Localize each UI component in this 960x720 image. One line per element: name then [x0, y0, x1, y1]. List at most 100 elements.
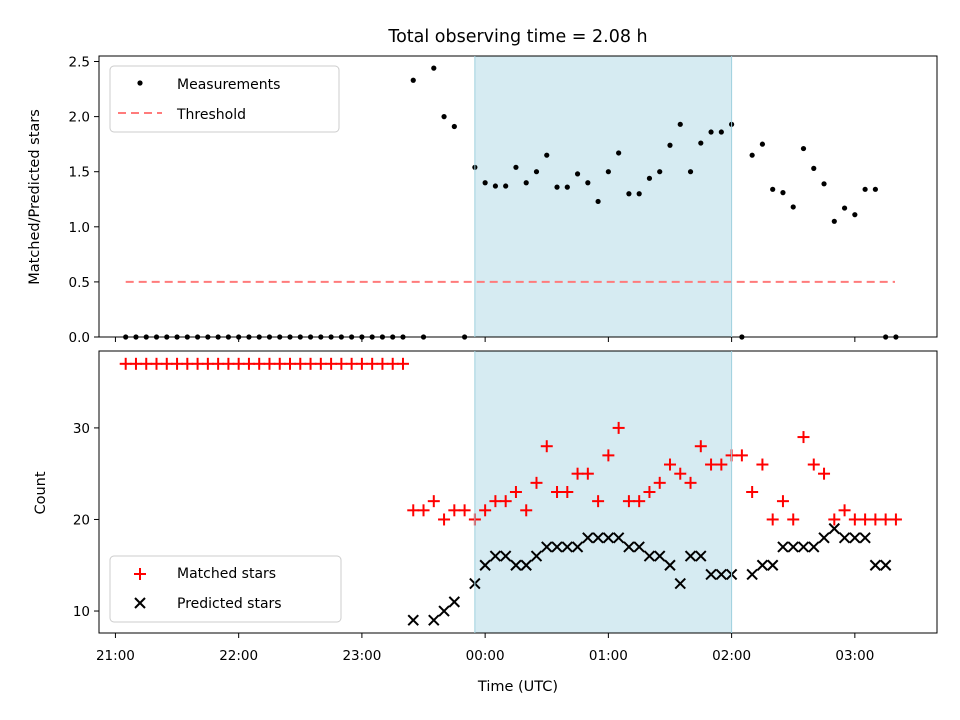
predicted-star-stroke-b — [510, 559, 522, 571]
predicted-star-stroke-b — [797, 541, 810, 553]
predicted-star-marker — [695, 550, 707, 562]
matched-star-marker — [509, 486, 522, 498]
measurement-point — [698, 140, 704, 146]
bottom-x-tick-label: 02:00 — [712, 648, 751, 664]
top-observing-window-shade — [474, 56, 732, 337]
predicted-star-stroke-b — [551, 541, 563, 553]
top-legend-box — [109, 65, 340, 133]
matched-star-marker — [417, 504, 430, 517]
matched-star-marker — [766, 513, 779, 526]
measurement-point — [574, 171, 581, 177]
top-y-tick-label: 0.0 — [69, 330, 90, 346]
measurement-point — [667, 142, 673, 148]
top-y-tick-label: 1.0 — [69, 220, 90, 236]
measurement-point — [718, 129, 724, 135]
predicted-star-stroke-b — [479, 559, 491, 571]
bottom-y-axis-label: Count — [33, 471, 49, 514]
predicted-star-marker — [705, 568, 717, 581]
measurement-point — [780, 190, 786, 196]
predicted-star-marker — [766, 559, 779, 571]
predicted-star-stroke-b — [438, 605, 450, 617]
measurement-point — [770, 186, 776, 192]
top-y-tick-label: 2.5 — [69, 55, 90, 71]
predicted-star-marker — [859, 532, 871, 544]
predicted-star-marker — [746, 568, 758, 581]
measurement-point — [687, 169, 694, 175]
predicted-star-marker — [448, 596, 461, 608]
measurement-point — [564, 184, 570, 190]
matched-star-marker — [129, 357, 142, 370]
matched-star-marker — [879, 513, 892, 526]
predicted-star-marker — [838, 532, 851, 544]
predicted-star-marker — [818, 532, 830, 544]
matched-star-marker — [171, 357, 184, 370]
matched-star-marker — [684, 476, 697, 489]
matched-star-marker — [386, 357, 399, 370]
matched-star-marker — [828, 513, 841, 526]
predicted-star-marker — [428, 614, 440, 626]
predicted-star-stroke-b — [674, 577, 686, 590]
predicted-star-marker — [530, 550, 543, 562]
matched-star-marker — [325, 357, 338, 370]
bottom-y-tick-label: 20 — [73, 512, 90, 528]
matched-star-marker — [756, 458, 769, 471]
top-legend: Measurements Threshold — [109, 65, 340, 133]
matched-star-marker — [735, 449, 748, 462]
predicted-star-stroke-b — [818, 532, 830, 544]
matched-star-marker — [191, 357, 204, 370]
measurement-point — [482, 180, 488, 186]
predicted-star-stroke-b — [684, 550, 697, 562]
bottom-axes-frame — [98, 350, 938, 634]
matched-star-marker — [643, 486, 656, 498]
matched-star-marker — [366, 357, 379, 370]
measurement-point — [503, 183, 509, 189]
matched-star-marker — [273, 357, 286, 370]
predicted-star-marker — [654, 550, 666, 562]
matched-star-marker — [355, 357, 368, 370]
measurement-point — [533, 169, 540, 175]
top-axes-frame — [98, 55, 938, 338]
predicted-star-marker — [612, 532, 625, 544]
matched-star-marker — [889, 513, 902, 526]
matched-star-marker — [489, 495, 502, 508]
predicted-star-stroke-b — [623, 541, 635, 553]
predicted-star-stroke-b — [643, 550, 656, 562]
matched-star-marker — [592, 495, 605, 508]
top-y-tick-label: 0.5 — [69, 275, 90, 291]
matched-star-marker — [530, 476, 543, 489]
predicted-star-stroke-b — [879, 559, 892, 571]
matched-star-marker — [818, 467, 831, 480]
matched-star-marker — [869, 513, 882, 526]
predicted-star-stroke-b — [746, 568, 758, 581]
matched-star-marker — [140, 357, 153, 370]
predicted-star-stroke-b — [664, 559, 676, 571]
bottom-panel: 10 20 30 21:00 22:00 23:00 00:00 01:00 02:00 03:… — [33, 350, 938, 695]
predicted-star-marker — [797, 541, 810, 553]
matched-star-marker — [263, 357, 276, 370]
predicted-star-marker — [869, 559, 882, 571]
predicted-star-marker — [407, 614, 419, 626]
bottom-legend: Matched stars Predicted stars — [109, 555, 342, 623]
matched-star-marker — [150, 357, 163, 370]
legend-label-predicted: Predicted stars — [177, 596, 282, 612]
predicted-star-stroke-b — [715, 568, 728, 581]
predicted-star-marker — [520, 559, 532, 571]
matched-star-marker — [119, 357, 132, 370]
predicted-star-marker — [879, 559, 892, 571]
predicted-star-marker — [674, 577, 686, 590]
predicted-star-marker — [828, 522, 841, 535]
predicted-star-marker — [808, 541, 820, 553]
measurement-point — [585, 180, 591, 186]
matched-star-marker — [222, 357, 235, 370]
measurement-point — [790, 204, 796, 210]
predicted-star-stroke-b — [869, 559, 882, 571]
matched-star-marker — [705, 458, 718, 471]
matched-star-marker — [674, 467, 687, 480]
matched-star-marker — [396, 357, 409, 370]
predicted-star-stroke-b — [828, 522, 841, 535]
matched-star-marker — [479, 504, 492, 517]
predicted-star-marker — [582, 532, 594, 544]
predicted-star-stroke-b — [520, 559, 532, 571]
legend-label-threshold: Threshold — [176, 107, 246, 123]
matched-star-marker — [551, 486, 564, 498]
